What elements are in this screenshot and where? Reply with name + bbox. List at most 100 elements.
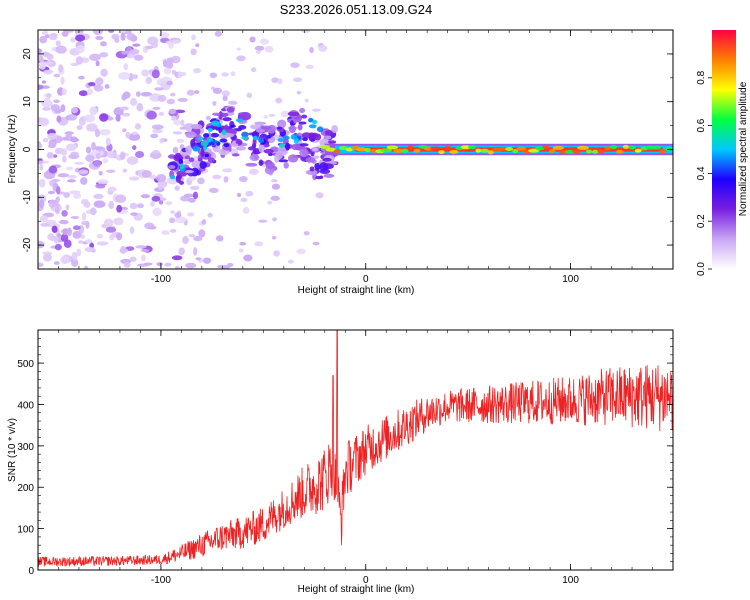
stable-line-blob: [467, 145, 477, 150]
noise-blob: [42, 106, 51, 111]
noise-blob: [140, 248, 150, 253]
noise-blob: [113, 217, 124, 226]
snr-y-tick-label: 500: [17, 359, 34, 370]
noise-blob: [38, 240, 45, 249]
noise-blob: [122, 91, 131, 99]
noise-blob: [76, 125, 83, 131]
stable-line-blob: [604, 146, 611, 151]
stable-line-blob: [634, 148, 642, 153]
noise-blob: [95, 152, 102, 160]
noise-blob: [126, 33, 136, 41]
stable-line-blob: [516, 146, 527, 151]
noise-blob: [160, 197, 167, 201]
noise-blob: [122, 112, 131, 117]
noise-blob: [38, 48, 42, 54]
snr-y-axis-label: SNR (10 * v/v): [7, 418, 18, 482]
noise-blob: [114, 37, 120, 43]
noise-blob: [270, 195, 280, 201]
noise-blob: [259, 38, 269, 45]
noise-blob: [72, 230, 82, 239]
noise-blob: [193, 67, 202, 74]
noise-blob: [136, 103, 144, 112]
noise-blob: [65, 204, 70, 211]
snr-x-tick-label: 100: [562, 575, 579, 586]
noise-blob: [151, 195, 161, 202]
noise-blob: [132, 145, 137, 151]
noise-blob: [201, 219, 207, 225]
signal-blob: [285, 142, 291, 151]
noise-blob: [38, 178, 46, 188]
noise-blob: [105, 137, 111, 146]
signal-blob: [175, 174, 181, 183]
noise-blob: [174, 216, 187, 224]
noise-blob: [55, 186, 61, 195]
signal-blob: [301, 132, 312, 139]
noise-blob: [191, 34, 197, 41]
noise-blob: [106, 151, 118, 159]
noise-blob: [74, 161, 85, 165]
spectrogram-y-tick-label: 10: [22, 96, 33, 108]
noise-blob: [129, 202, 138, 210]
spectrogram-x-tick-label: 100: [562, 274, 579, 285]
signal-core-blob: [211, 120, 220, 127]
noise-blob: [61, 88, 67, 96]
signal-blob: [222, 117, 232, 122]
noise-blob: [303, 230, 310, 236]
stable-line-blob: [449, 149, 459, 154]
stable-line-blob: [430, 146, 441, 151]
noise-blob: [169, 92, 176, 97]
signal-core-blob: [207, 127, 213, 133]
noise-blob: [60, 233, 69, 242]
stable-line-blob: [542, 145, 550, 150]
stable-line-blob: [576, 145, 589, 150]
noise-blob: [120, 50, 130, 55]
signal-core-blob: [208, 141, 215, 146]
signal-blob: [298, 121, 307, 125]
stable-line-blob: [616, 149, 624, 154]
noise-blob: [166, 57, 174, 64]
noise-blob: [237, 192, 242, 197]
noise-blob: [70, 37, 76, 43]
snr-series-line: [38, 330, 673, 567]
signal-blob: [311, 147, 318, 152]
signal-core-blob: [204, 153, 209, 158]
spectrogram-y-tick-label: 20: [22, 48, 33, 60]
noise-blob: [300, 30, 311, 34]
noise-blob: [146, 110, 157, 120]
noise-blob: [84, 239, 93, 244]
signal-blob: [289, 120, 295, 127]
noise-blob: [152, 106, 161, 110]
signal-blob: [190, 123, 203, 130]
signal-blob: [287, 111, 300, 117]
noise-blob: [312, 241, 320, 246]
noise-blob: [140, 194, 151, 199]
noise-blob: [271, 77, 279, 83]
noise-blob: [66, 166, 74, 171]
noise-blob: [120, 245, 127, 255]
snr-y-tick-label: 0: [28, 566, 34, 577]
noise-blob: [228, 100, 238, 105]
stable-line-blob: [499, 146, 507, 151]
spectrogram-y-ticks: -20 -10 0 10 20: [22, 29, 673, 270]
noise-blob: [96, 241, 109, 246]
noise-blob: [67, 174, 77, 179]
stable-line-blob: [333, 149, 341, 154]
noise-blob: [102, 158, 109, 164]
noise-blob: [43, 51, 48, 58]
noise-blob: [134, 123, 142, 130]
noise-blob: [108, 200, 115, 210]
signal-core-blob: [197, 136, 204, 141]
signal-blob: [277, 119, 287, 129]
noise-blob: [109, 234, 115, 241]
snr-y-tick-label: 100: [17, 525, 34, 536]
noise-blob: [96, 234, 104, 239]
noise-blob: [51, 225, 58, 233]
colorbar: 0.0 0.2 0.4 0.6 0.8 Normalized spectral ampl…: [696, 30, 749, 276]
noise-blob: [119, 151, 126, 160]
signal-blob: [274, 154, 280, 163]
noise-blob: [198, 229, 206, 238]
noise-blob: [90, 142, 96, 151]
noise-blob: [95, 35, 104, 41]
noise-blob: [131, 74, 139, 80]
